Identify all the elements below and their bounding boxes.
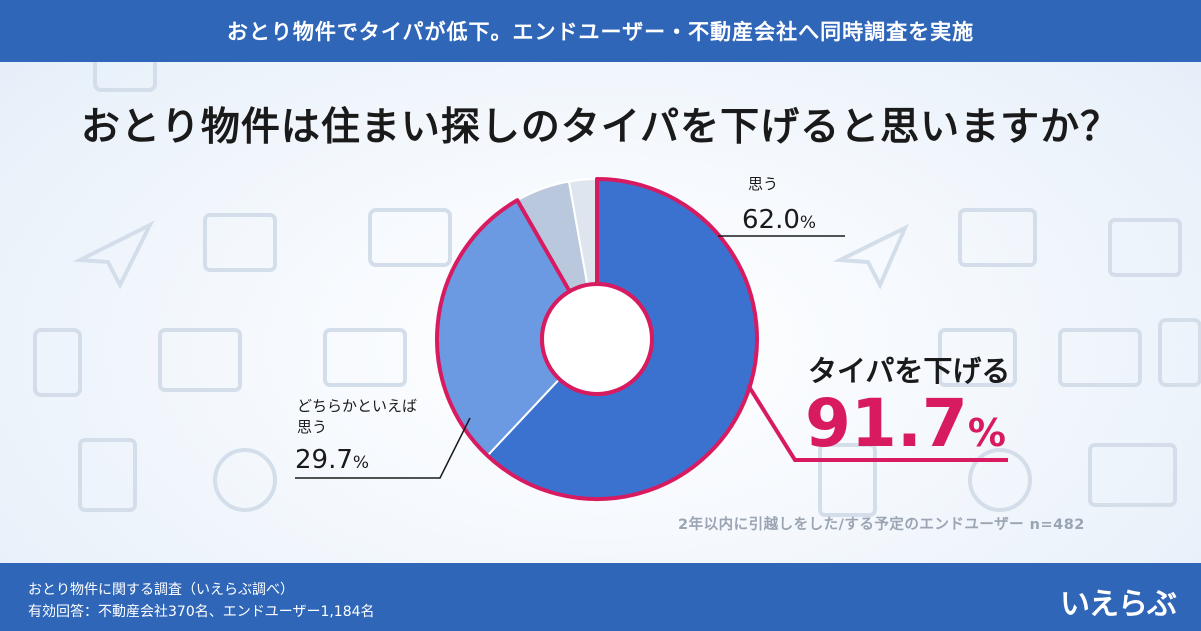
film-icon-right [1058, 328, 1142, 387]
footer-survey-title: おとり物件に関する調査（いえらぶ調べ） [28, 582, 294, 598]
footer-bar [0, 563, 1201, 631]
footer-respondents: 有効回答：不動産会社370名、エンドユーザー1,184名 [28, 604, 375, 620]
label-omou: 思う [748, 175, 778, 193]
list-window-icon [938, 328, 1017, 387]
donut-hole [540, 282, 654, 396]
clipboard-icon-right [818, 443, 877, 517]
disc-icon [213, 448, 277, 512]
photo-icon-right [1108, 218, 1182, 277]
highlight-value: 91.7% [805, 385, 1006, 462]
book-icon [1088, 443, 1177, 507]
leader-line-highlight [746, 383, 1008, 462]
top-banner: おとり物件でタイパが低下。エンドユーザー・不動産会社へ同時調査を実施 [0, 0, 1201, 62]
card-icon [368, 208, 452, 267]
tablet-icon-right [1158, 318, 1201, 387]
leader-line-dochiraka [295, 417, 471, 479]
card-icon-right [958, 208, 1037, 267]
label-dochiraka-line2: 思う [297, 418, 327, 436]
chart-window-icon [158, 328, 242, 392]
paper-plane-icon [72, 220, 155, 290]
tablet-icon [33, 328, 82, 397]
highlight-label: タイパを下げる [808, 354, 1010, 388]
clipboard-icon [78, 438, 137, 512]
disc-icon-right [968, 448, 1032, 512]
label-omou-value: 62.0% [742, 205, 816, 235]
ierabu-logo: いえらぶ [1060, 587, 1177, 622]
film-icon [323, 328, 407, 387]
paper-plane-icon-right [832, 223, 910, 290]
label-dochiraka-value: 29.7% [295, 445, 369, 475]
question-title: おとり物件は住まい探しのタイパを下げると思いますか？ [80, 105, 1121, 150]
photo-icon [203, 213, 277, 272]
label-dochiraka-line1: どちらかといえば [297, 397, 417, 415]
sample-note: 2年以内に引越しをした/する予定のエンドユーザー n=482 [678, 517, 1085, 533]
banner-text: おとり物件でタイパが低下。エンドユーザー・不動産会社へ同時調査を実施 [226, 20, 975, 44]
